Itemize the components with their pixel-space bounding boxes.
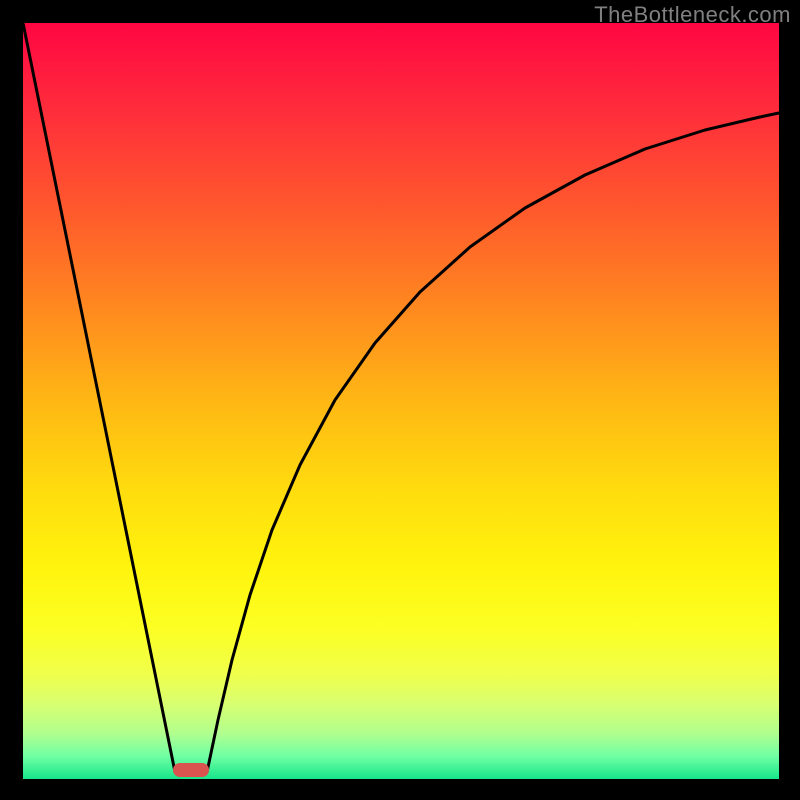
selection-marker[interactable] — [173, 763, 209, 777]
bottleneck-curve — [23, 23, 779, 779]
chart-container: TheBottleneck.com — [0, 0, 800, 800]
plot-area — [23, 23, 779, 779]
watermark-text: TheBottleneck.com — [594, 2, 791, 28]
